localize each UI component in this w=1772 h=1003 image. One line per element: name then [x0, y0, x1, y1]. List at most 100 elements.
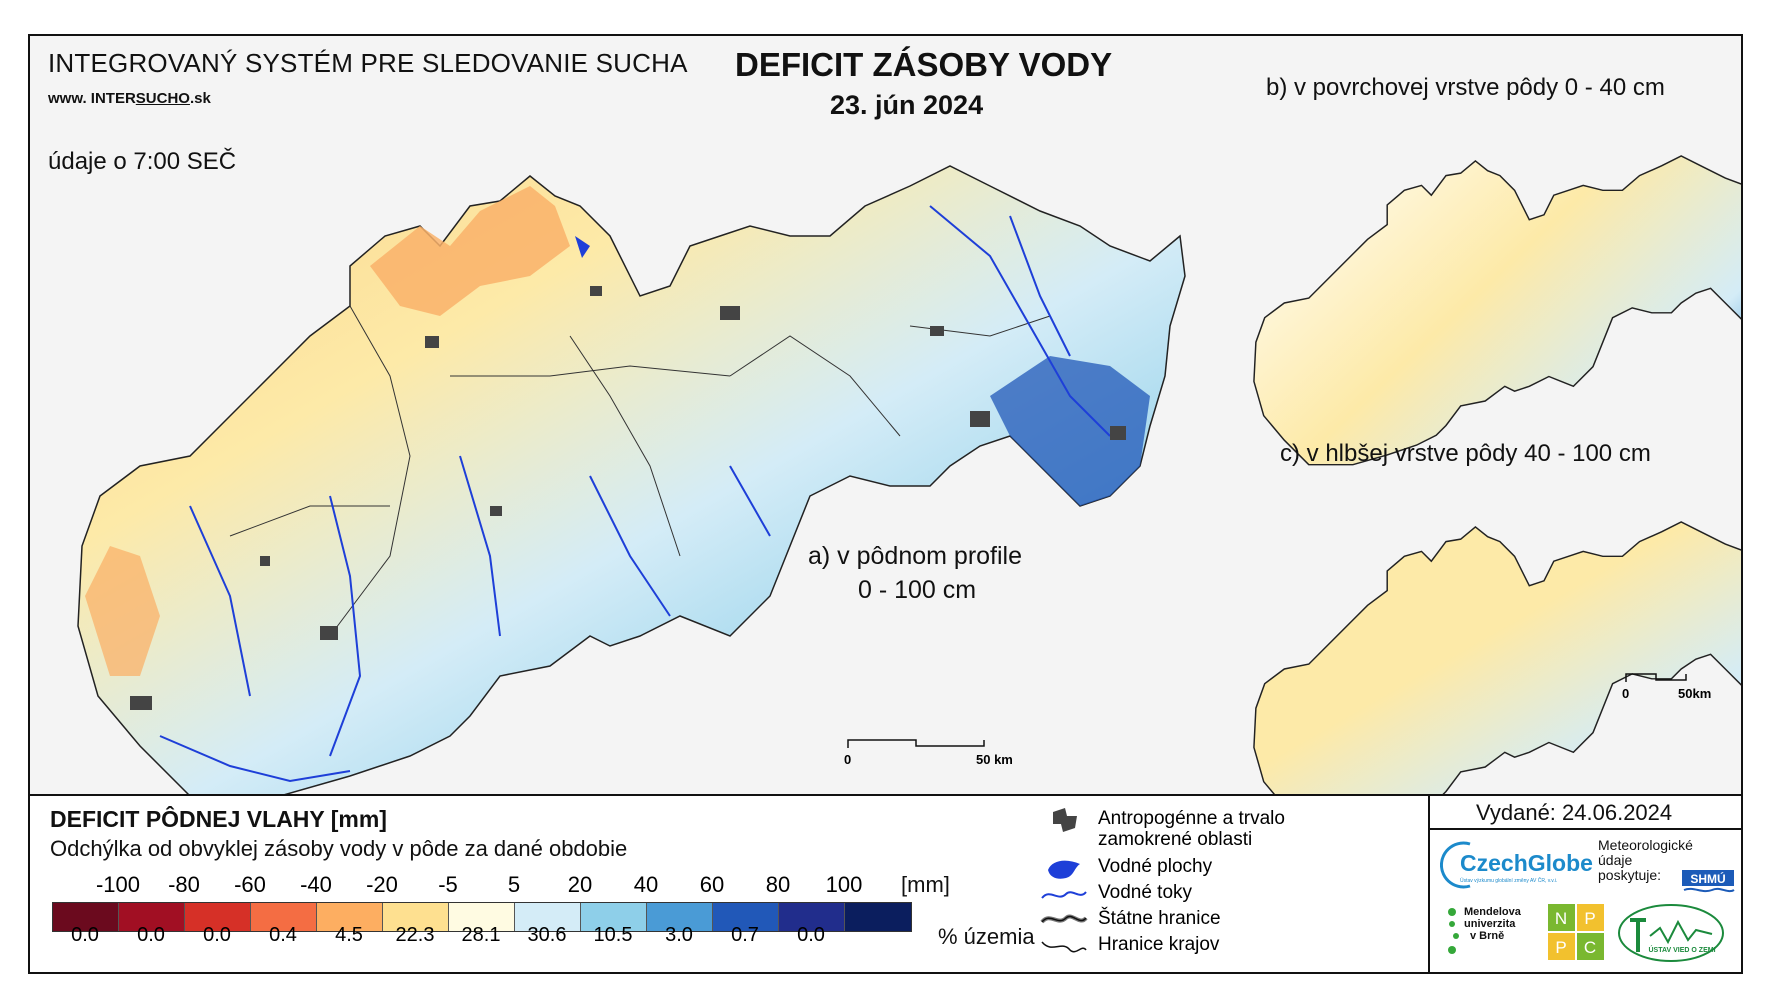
svg-text:ÚSTAV VIED O ZEMI: ÚSTAV VIED O ZEMI	[1648, 945, 1715, 954]
map-b-group	[1253, 155, 1741, 466]
colorbar-tick-label: -100	[95, 872, 141, 897]
main-map-dry-north	[370, 186, 570, 316]
svg-text:C: C	[1584, 938, 1596, 957]
svg-text:SHMÚ: SHMÚ	[1690, 871, 1725, 886]
colorbar-percentage: 0.0	[137, 924, 165, 946]
small-scale-km: 50km	[1678, 686, 1712, 701]
map-area: INTEGROVANÝ SYSTÉM PRE SLEDOVANIE SUCHA …	[30, 36, 1741, 794]
colorbar-percentage: 3.0	[665, 924, 693, 946]
credits-box: Vydané: 24.06.2024 CzechGlobe Ústav výzk…	[1428, 796, 1743, 974]
colorbar-tick-label: 60	[699, 872, 725, 897]
region-border-label: Hranice krajov	[1098, 934, 1220, 955]
colorbar-tick-label: -60	[234, 872, 266, 897]
svg-text:P: P	[1584, 909, 1595, 928]
legend-title: DEFICIT PÔDNEJ VLAHY [mm]	[50, 806, 387, 832]
colorbar-percentage: 10.5	[593, 924, 633, 946]
small-scale-bar: 0 50km	[1622, 672, 1711, 701]
main-scale-km: 50 km	[976, 752, 1013, 767]
region-border-icon	[1040, 934, 1088, 958]
map-b-territory	[1253, 155, 1741, 466]
colorbar-swatch	[515, 903, 581, 931]
colorbar-swatch	[647, 903, 713, 931]
colorbar-percentage: 4.5	[335, 924, 363, 946]
mendelu-logo: Mendelova univerzita v Brně	[1446, 906, 1521, 954]
urban-icon	[1040, 808, 1088, 832]
colorbar-tick-label: -5	[438, 872, 458, 897]
colorbar-swatch	[779, 903, 845, 931]
website-suffix: .sk	[189, 90, 211, 107]
legend-rivers: Vodné toky	[1040, 882, 1192, 906]
colorbar-percentage: 0.7	[731, 924, 759, 946]
legend-urban: Antropogénne a trvalo zamokrené oblasti	[1040, 808, 1285, 850]
main-map-region-borders	[229, 305, 1051, 637]
urban-label-1: Antropogénne a trvalo	[1098, 808, 1285, 829]
legend-state-border: Štátne hranice	[1040, 908, 1221, 932]
czechglobe-logo: CzechGlobe Ústav výzkumu globální změny …	[1440, 840, 1600, 890]
colorbar-swatch	[317, 903, 383, 931]
colorbar-swatch	[119, 903, 185, 931]
map-a-label-line1: a) v pôdnom profile	[808, 542, 1023, 570]
website-prefix: www. INTER	[48, 90, 136, 107]
water-body-icon	[1040, 856, 1088, 880]
colorbar-percentage: 28.1	[461, 924, 501, 946]
colorbar-percentage: 0.0	[71, 924, 99, 946]
main-map-rivers	[159, 205, 1111, 783]
nppc-logo: N P P C	[1548, 904, 1604, 960]
colorbar-swatch	[383, 903, 449, 931]
main-map-svg	[77, 155, 1741, 794]
legend-water-bodies: Vodné plochy	[1040, 856, 1212, 880]
colorbar-percentage: 22.3	[395, 924, 435, 946]
small-scale-zero: 0	[1622, 686, 1630, 701]
system-title: INTEGROVANÝ SYSTÉM PRE SLEDOVANIE SUCHA	[48, 48, 688, 78]
state-border-label: Štátne hranice	[1098, 908, 1221, 929]
main-title: DEFICIT ZÁSOBY VODY	[735, 46, 1113, 83]
map-c-group	[1253, 521, 1741, 794]
water-bodies-label: Vodné plochy	[1098, 856, 1213, 877]
colorbar-swatch	[185, 903, 251, 931]
issued-date: Vydané: 24.06.2024	[1476, 800, 1673, 825]
colorbar-percentage: 30.6	[527, 924, 567, 946]
main-scale-zero: 0	[844, 752, 852, 767]
map-c-label: c) v hlbšej vrstve pôdy 40 - 100 cm	[1280, 440, 1651, 467]
colorbar-tick-label: -40	[300, 872, 332, 897]
colorbar-tick-label: -80	[168, 872, 200, 897]
legend-region-border: Hranice krajov	[1040, 934, 1219, 958]
colorbar-swatch	[713, 903, 779, 931]
map-c-territory	[1253, 521, 1741, 794]
river-icon	[1040, 882, 1088, 906]
map-b-label: b) v povrchovej vrstve pôdy 0 - 40 cm	[1266, 74, 1665, 101]
colorbar-tick-label: 20	[567, 872, 593, 897]
colorbar-tick-label: 100	[825, 872, 863, 897]
website-link[interactable]: www. INTERSUCHO.sk	[48, 90, 211, 107]
colorbar-percentage: 0.0	[203, 924, 231, 946]
colorbar-unit: [mm]	[901, 872, 950, 897]
svg-text:P: P	[1555, 938, 1566, 957]
state-border-icon	[1040, 908, 1088, 932]
colorbar-percentage: 0.4	[269, 924, 297, 946]
colorbar-tick-label: -20	[366, 872, 398, 897]
colorbar	[52, 902, 912, 932]
main-map-dry-west	[85, 546, 160, 676]
main-map-territory	[77, 165, 1186, 794]
colorbar-tick-label: 40	[633, 872, 659, 897]
website-highlight: SUCHO	[135, 90, 190, 107]
percent-area-label: % územia	[938, 924, 1035, 949]
map-frame: INTEGROVANÝ SYSTÉM PRE SLEDOVANIE SUCHA …	[28, 34, 1743, 974]
main-map-wet-east	[990, 356, 1150, 506]
colorbar-percentage: 0.0	[797, 924, 825, 946]
data-time-note: údaje o 7:00 SEČ	[48, 148, 237, 175]
urban-label-2: zamokrené oblasti	[1098, 829, 1253, 850]
legend-area: DEFICIT PÔDNEJ VLAHY [mm] Odchýlka od ob…	[30, 794, 1743, 974]
colorbar-swatch	[449, 903, 515, 931]
main-map-urban-areas	[130, 286, 1126, 710]
colorbar-swatch	[845, 903, 911, 931]
colorbar-tick-label: 80	[765, 872, 791, 897]
uvz-logo: ÚSTAV VIED O ZEMI	[1616, 902, 1726, 964]
main-map-water-body	[575, 236, 590, 258]
main-date: 23. jún 2024	[830, 90, 984, 120]
map-a-label-line2: 0 - 100 cm	[858, 576, 977, 604]
shmu-logo: SHMÚ	[1680, 862, 1736, 894]
rivers-label: Vodné toky	[1098, 882, 1193, 903]
main-scale-bar: 0 50 km	[844, 738, 1013, 767]
colorbar-swatch	[581, 903, 647, 931]
